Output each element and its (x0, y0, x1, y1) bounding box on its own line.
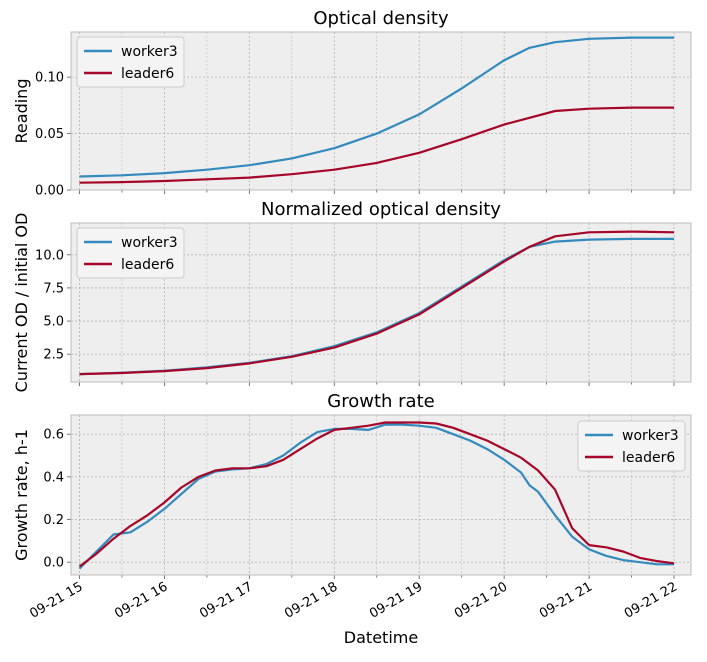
x-tick-label: 09-21 18 (282, 579, 340, 621)
x-tick-label: 09-21 17 (197, 579, 255, 621)
x-axis-label: Datetime (344, 628, 418, 647)
chart-title: Normalized optical density (261, 199, 501, 220)
series-line-leader6 (78, 421, 675, 568)
legend: worker3 leader6 (76, 227, 185, 279)
y-tick-label: 0.0 (43, 556, 64, 571)
y-tick-label: 7.5 (43, 281, 64, 296)
y-tick-label: 10.0 (35, 248, 64, 263)
y-tick-label: 0.10 (35, 71, 64, 86)
legend-label: leader6 (121, 257, 174, 273)
y-tick-label: 0.00 (35, 184, 64, 199)
chart-title: Growth rate (327, 391, 434, 412)
y-tick-label: 0.2 (43, 513, 64, 528)
legend: worker3 leader6 (76, 36, 185, 88)
x-tick-label: 09-21 16 (112, 579, 170, 621)
legend-label: leader6 (622, 450, 675, 466)
legend-box (76, 227, 185, 279)
chart-panel-2: 2.5 5.0 7.5 10.0 Normalized optical density C… (12, 199, 692, 393)
legend-label: leader6 (121, 66, 174, 82)
x-tick-label: 09-21 21 (537, 579, 595, 621)
y-tick-label: 2.5 (43, 348, 64, 363)
series-line-worker3 (78, 423, 674, 570)
y-tick-label: 5.0 (43, 315, 64, 330)
plot-frame (70, 31, 692, 191)
series-line-leader6 (79, 106, 674, 184)
y-axis-label: Growth rate, h-1 (12, 429, 31, 561)
x-tick-label: 09-21 22 (622, 579, 680, 621)
series-line-worker3 (79, 36, 674, 178)
y-axis-label: Reading (12, 79, 31, 144)
y-tick-label: 0.6 (43, 428, 64, 443)
x-tick-label: 09-21 15 (27, 579, 85, 621)
y-tick-label: 0.4 (43, 470, 64, 485)
x-tick-label: 09-21 20 (452, 579, 510, 621)
legend-box (577, 420, 686, 472)
legend-label: worker3 (622, 428, 679, 444)
legend-label: worker3 (121, 235, 178, 251)
legend-box (76, 36, 185, 88)
legend-label: worker3 (121, 44, 178, 60)
plot-frame (70, 414, 692, 576)
chart-title: Optical density (313, 8, 449, 29)
series-line-leader6 (79, 230, 675, 376)
legend: worker3 leader6 (577, 420, 686, 472)
y-axis-label: Current OD / initial OD (12, 213, 31, 393)
x-tick-label: 09-21 19 (367, 579, 425, 621)
chart-panel-3: 0.0 0.2 0.4 0.6 Growth rate Growth rate, h-1 w… (12, 391, 692, 622)
plot-frame (70, 222, 692, 383)
y-tick-label: 0.05 (35, 127, 64, 142)
chart-panel-1: 0.00 0.05 0.10 Optical density Reading worker… (12, 8, 692, 199)
